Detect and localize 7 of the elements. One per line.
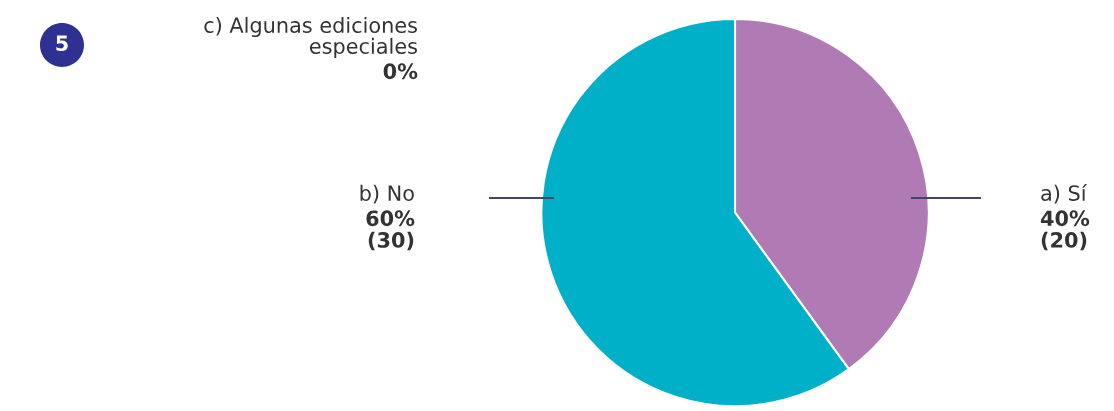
slice-label: b) No <box>360 184 414 204</box>
data-label: 60% (30) <box>366 210 415 251</box>
category-label: c) Algunas ediciones especiales <box>204 16 417 58</box>
text: 0% <box>383 63 418 80</box>
slice-label: a) Sí <box>1041 184 1088 204</box>
data-label: 40% (20) <box>1040 210 1090 251</box>
text: 5 <box>56 35 68 52</box>
